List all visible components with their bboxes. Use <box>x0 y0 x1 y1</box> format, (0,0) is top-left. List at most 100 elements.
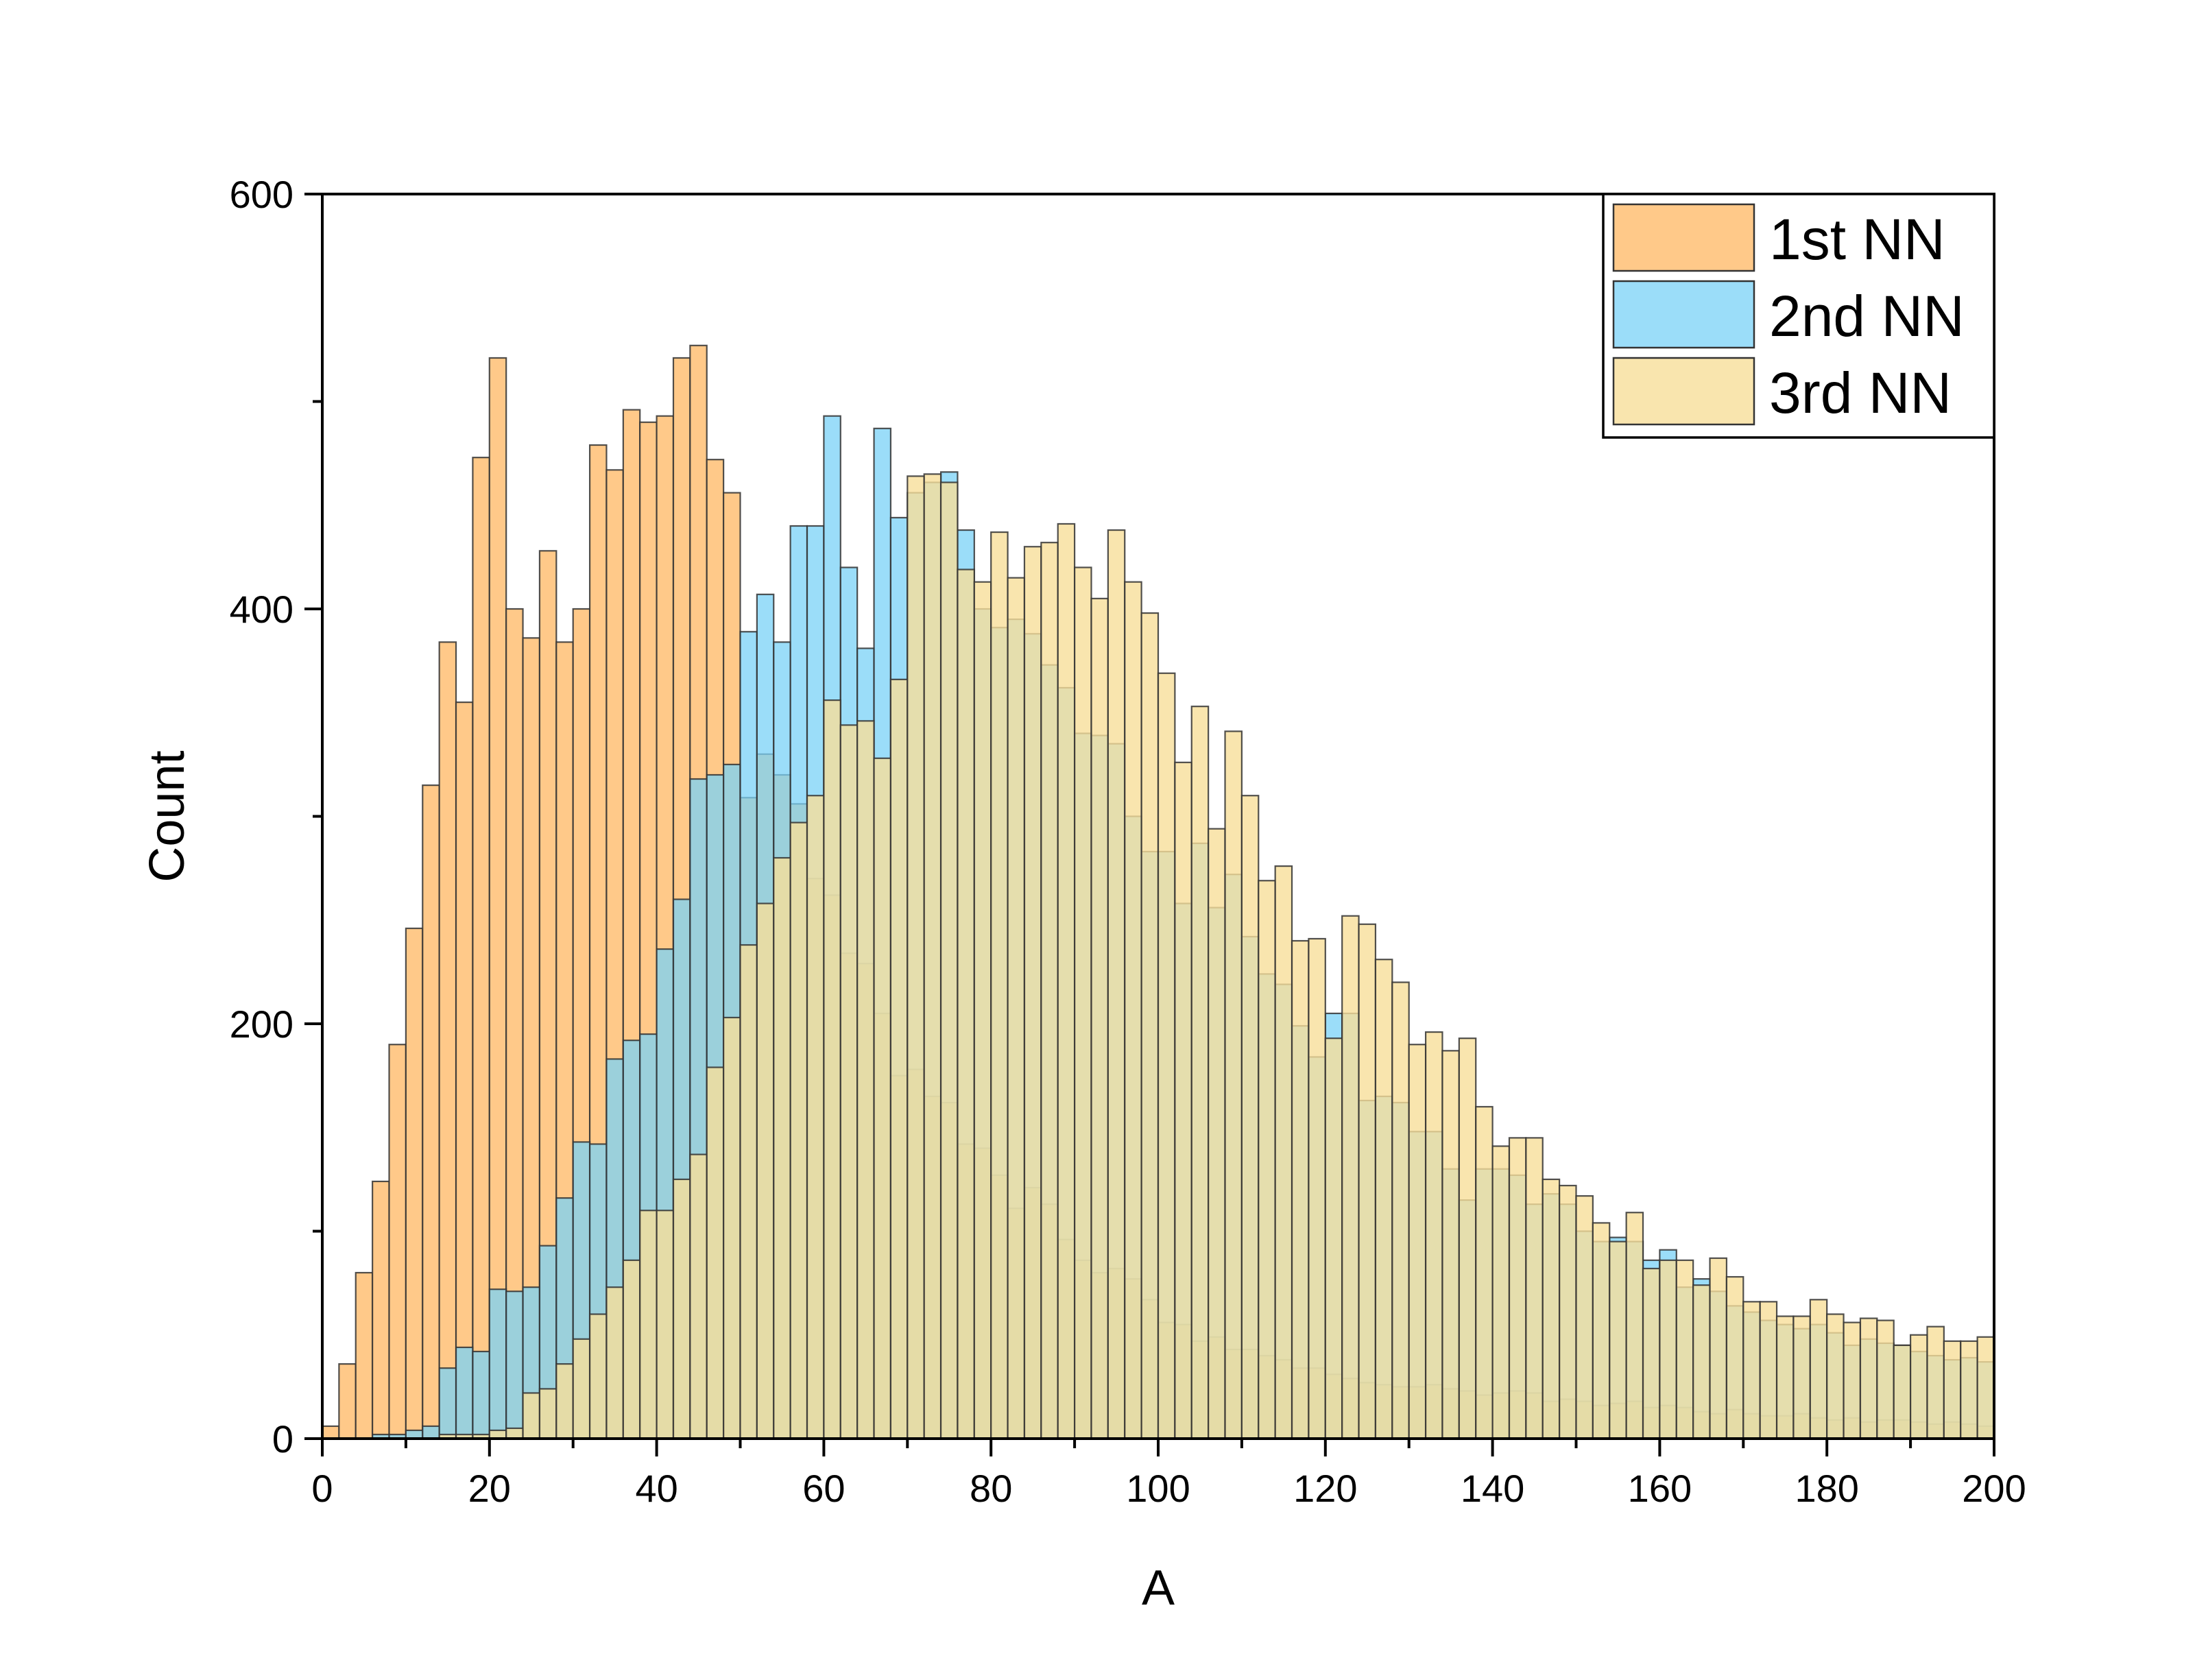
bar-series-3-bin-82 <box>1007 577 1026 1440</box>
x-tick-label: 80 <box>970 1467 1012 1510</box>
bar-series-1-bin-10 <box>405 927 424 1440</box>
bar-series-3-bin-134 <box>1441 1050 1460 1440</box>
bar-series-3-bin-110 <box>1240 795 1260 1440</box>
bar-series-3-bin-126 <box>1374 959 1393 1440</box>
legend: 1st NN 2nd NN 3rd NN <box>1602 193 1995 439</box>
bar-series-1-bin-8 <box>388 1044 407 1440</box>
bar-series-1-bin-16 <box>455 701 474 1440</box>
bar-series-3-bin-150 <box>1575 1195 1594 1440</box>
bar-series-3-bin-108 <box>1224 730 1243 1440</box>
bar-series-3-bin-76 <box>957 568 975 1440</box>
bar-series-2-bin-12 <box>422 1425 440 1440</box>
bar-series-3-bin-104 <box>1190 706 1210 1440</box>
x-tick-label: 180 <box>1795 1467 1858 1510</box>
bar-series-3-bin-168 <box>1725 1275 1744 1440</box>
legend-swatch-series-2 <box>1612 280 1755 349</box>
bar-series-3-bin-42 <box>672 1178 691 1440</box>
bar-series-2-bin-18 <box>472 1350 490 1440</box>
bar-series-3-bin-40 <box>656 1210 675 1440</box>
bar-series-3-bin-186 <box>1876 1319 1895 1440</box>
bar-series-3-bin-140 <box>1491 1145 1511 1440</box>
bar-series-3-bin-132 <box>1424 1031 1443 1440</box>
bar-series-3-bin-130 <box>1408 1044 1427 1440</box>
bar-series-1-bin-20 <box>488 357 507 1440</box>
y-axis-title: Count <box>140 750 195 882</box>
bar-series-3-bin-36 <box>622 1259 641 1440</box>
bar-series-1-bin-18 <box>472 457 490 1440</box>
bar-series-2-bin-22 <box>505 1291 524 1440</box>
bar-series-3-bin-184 <box>1859 1317 1878 1440</box>
legend-label-series-3: 3rd NN <box>1769 361 1952 425</box>
y-tick-label: 200 <box>230 1003 293 1046</box>
bar-series-3-bin-24 <box>522 1392 541 1440</box>
bar-series-3-bin-64 <box>856 720 875 1440</box>
bar-series-3-bin-188 <box>1893 1344 1912 1440</box>
bar-series-3-bin-182 <box>1843 1321 1862 1440</box>
bar-series-3-bin-118 <box>1308 937 1326 1440</box>
bar-series-3-bin-114 <box>1274 865 1293 1440</box>
x-tick-label: 120 <box>1293 1467 1357 1510</box>
bar-series-3-bin-148 <box>1559 1184 1577 1440</box>
bar-series-3-bin-46 <box>706 1066 725 1440</box>
x-tick-label: 60 <box>802 1467 845 1510</box>
bar-series-3-bin-50 <box>739 944 758 1440</box>
x-tick-label: 0 <box>311 1467 333 1510</box>
bar-series-3-bin-84 <box>1023 546 1042 1440</box>
bar-series-3-bin-66 <box>873 757 892 1440</box>
bar-series-3-bin-62 <box>839 724 859 1440</box>
bar-series-3-bin-124 <box>1358 923 1377 1440</box>
bar-series-3-bin-166 <box>1709 1257 1728 1440</box>
bar-series-3-bin-48 <box>723 1016 741 1440</box>
bar-series-3-bin-144 <box>1525 1137 1544 1440</box>
bar-series-1-bin-4 <box>355 1271 374 1440</box>
bar-series-3-bin-156 <box>1625 1212 1644 1440</box>
bar-series-3-bin-136 <box>1458 1037 1477 1440</box>
bar-series-2-bin-20 <box>488 1288 507 1440</box>
bar-series-3-bin-162 <box>1675 1259 1694 1440</box>
ticks-layer: 0 20 40 60 80 100 120 140 160 180 200 0 200 400 600 <box>230 173 2026 1510</box>
bar-series-3-bin-90 <box>1073 566 1092 1440</box>
bar-series-3-bin-78 <box>973 581 992 1440</box>
bar-series-3-bin-198 <box>1976 1336 1995 1440</box>
bar-series-3-bin-38 <box>639 1210 658 1440</box>
y-tick-label: 600 <box>230 173 293 216</box>
bar-series-3-bin-44 <box>689 1153 708 1440</box>
bar-series-3-bin-32 <box>588 1313 608 1440</box>
legend-label-series-1: 1st NN <box>1769 207 1945 272</box>
bar-series-3-bin-178 <box>1809 1299 1828 1440</box>
bar-series-3-bin-194 <box>1943 1340 1962 1440</box>
bar-series-3-bin-122 <box>1341 915 1360 1440</box>
x-tick-label: 140 <box>1461 1467 1524 1510</box>
bar-series-3-bin-146 <box>1542 1178 1561 1440</box>
bar-series-3-bin-192 <box>1926 1325 1945 1440</box>
bar-series-3-bin-92 <box>1090 597 1109 1440</box>
bar-series-3-bin-34 <box>605 1286 624 1440</box>
bar-series-1-bin-12 <box>422 784 440 1440</box>
bar-series-3-bin-142 <box>1508 1137 1527 1440</box>
bars-layer <box>321 344 1995 1440</box>
bar-series-3-bin-26 <box>538 1388 557 1440</box>
bar-series-2-bin-14 <box>438 1367 457 1440</box>
bar-series-3-bin-174 <box>1775 1315 1795 1440</box>
bar-series-1-bin-0 <box>321 1425 340 1440</box>
bar-series-3-bin-172 <box>1759 1301 1778 1440</box>
bar-series-3-bin-154 <box>1609 1240 1627 1440</box>
bar-series-3-bin-170 <box>1742 1301 1761 1440</box>
bar-series-3-bin-190 <box>1910 1334 1928 1440</box>
bar-series-3-bin-22 <box>505 1427 524 1440</box>
bar-series-3-bin-176 <box>1792 1315 1811 1440</box>
bar-series-3-bin-158 <box>1642 1267 1661 1440</box>
x-tick-label: 40 <box>635 1467 677 1510</box>
legend-swatch-series-3 <box>1612 357 1755 426</box>
bar-series-3-bin-100 <box>1157 672 1176 1440</box>
bar-series-3-bin-70 <box>907 475 925 1440</box>
bar-series-3-bin-164 <box>1692 1284 1711 1440</box>
bar-series-3-bin-152 <box>1592 1222 1611 1440</box>
bar-series-3-bin-180 <box>1826 1313 1845 1440</box>
legend-swatch-series-1 <box>1612 203 1755 272</box>
y-tick-label: 0 <box>272 1417 293 1461</box>
y-tick-label: 400 <box>230 588 293 631</box>
x-tick-label: 100 <box>1126 1467 1190 1510</box>
legend-label-series-2: 2nd NN <box>1769 284 1965 348</box>
bar-series-3-bin-80 <box>990 531 1009 1440</box>
